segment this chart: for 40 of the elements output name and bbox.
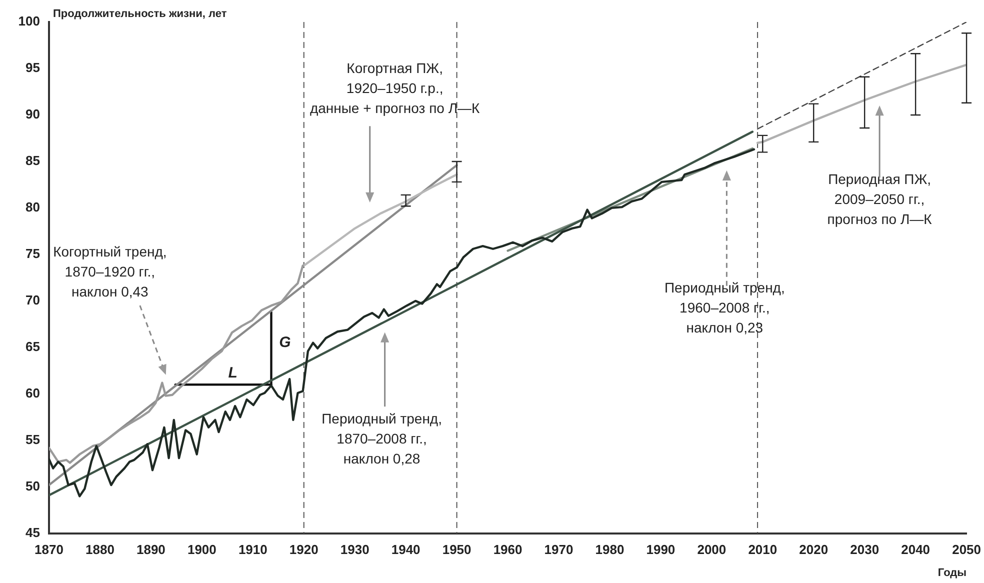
y-tick-label: 80 [26,200,40,215]
y-tick-label: 70 [26,292,40,308]
x-tick-label: 1920 [289,542,318,557]
x-tick-label: 1870 [34,542,64,557]
y-tick-label: 75 [26,246,40,262]
x-tick-label: 2020 [799,542,828,557]
annotation: Периодный тренд, 1870–2008 гг., наклон 0,28 [322,410,442,466]
y-tick-label: 45 [26,524,40,540]
annotation: Периодная ПЖ, 2009–2050 гг., прогноз по Л—К [827,171,933,228]
annotation: Когортный тренд, 1870–1920 гг., наклон 0,43 [53,243,167,300]
x-tick-label: 1890 [136,542,166,557]
x-tick-label: 2040 [901,542,930,557]
x-tick-label: 1940 [391,542,420,557]
y-tick-label: 90 [26,106,40,122]
y-tick-label: 95 [26,60,40,76]
x-tick-label: 1910 [238,542,268,557]
y-tick-label: 60 [26,386,40,401]
x-axis-title: Годы [938,567,967,580]
annotation: G [279,334,292,351]
y-tick-label: 100 [18,14,40,29]
x-tick-label: 1970 [544,542,574,557]
y-tick-label: 55 [26,432,40,447]
y-axis-title: Продолжительность жизни, лет [53,8,228,20]
x-tick-label: 2050 [952,542,981,557]
x-tick-label: 1960 [493,542,522,557]
x-tick-label: 1980 [595,542,624,557]
y-tick-label: 85 [26,153,40,168]
x-tick-label: 1900 [187,542,216,557]
annotation: Периодный тренд, 1960–2008 гг., наклон 0,23 [664,280,785,336]
x-tick-label: 2010 [748,542,778,557]
x-tick-label: 1990 [646,542,676,557]
x-tick-label: 2030 [850,542,880,557]
y-tick-label: 50 [26,478,40,494]
x-tick-label: 1880 [86,542,114,557]
x-tick-label: 2000 [697,542,726,557]
x-tick-label: 1950 [442,542,472,557]
annotation: Когортная ПЖ, 1920–1950 г.р., данные + прогноз по Л—К [310,60,481,116]
annotation: L [228,364,238,382]
x-tick-label: 1930 [340,542,370,557]
y-tick-label: 65 [26,339,40,354]
